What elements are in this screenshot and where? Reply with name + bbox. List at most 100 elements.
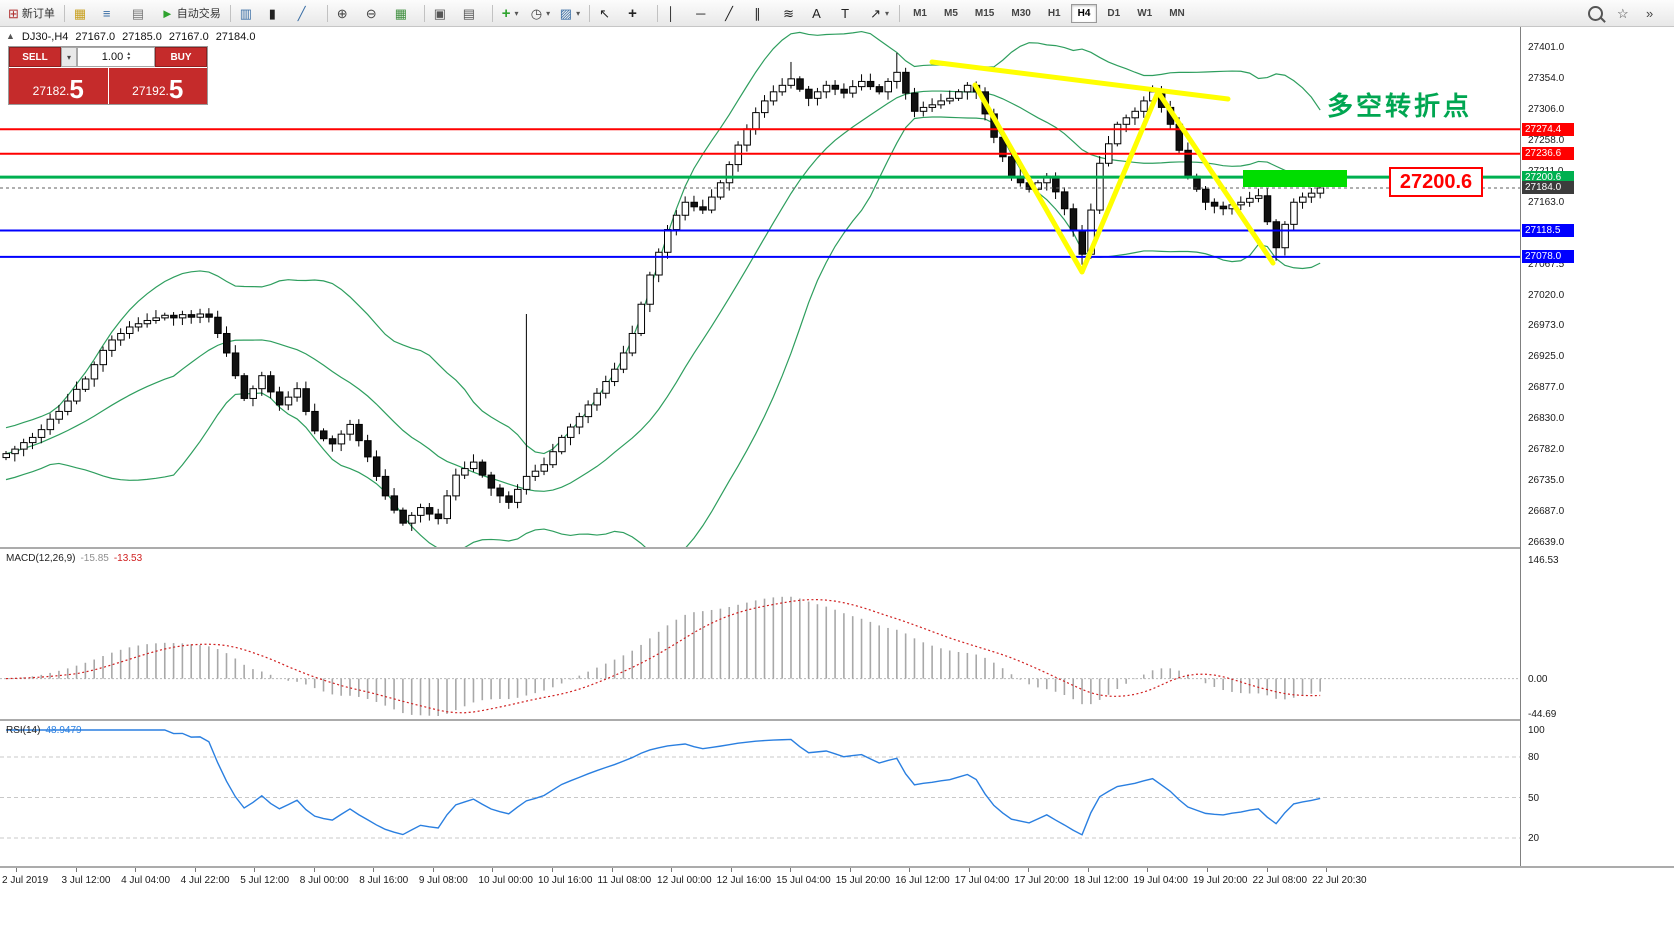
favorites-button[interactable]: ☆ bbox=[1613, 1, 1641, 25]
timeframe-button-w1[interactable]: W1 bbox=[1137, 7, 1153, 19]
cursor-button[interactable]: ↖ bbox=[595, 1, 623, 25]
panel-divider[interactable] bbox=[0, 547, 1674, 549]
time-tick-mark bbox=[1147, 868, 1149, 872]
market-watch-button[interactable]: ▦ bbox=[70, 1, 98, 25]
text-button[interactable]: A bbox=[808, 1, 836, 25]
timeframe-button-m5[interactable]: M5 bbox=[944, 7, 958, 19]
time-tick-mark bbox=[75, 868, 77, 872]
indicators-icon: + bbox=[501, 4, 511, 22]
chevron-down-icon: ▾ bbox=[546, 8, 551, 18]
toolbar-separator bbox=[326, 4, 328, 22]
cascade-windows-button[interactable]: ▤ bbox=[459, 1, 487, 25]
zoom-out-button[interactable]: ⊖ bbox=[362, 1, 390, 25]
one-click-trading-panel: SELL ▾ 1.00 ▴ ▾ BUY 27182. 5 27192. 5 bbox=[8, 46, 208, 105]
templates-button[interactable]: ▨ ▾ bbox=[556, 1, 584, 25]
time-tick-label: 22 Jul 20:30 bbox=[1312, 875, 1367, 886]
time-axis[interactable]: 2 Jul 2019 3 Jul 12:00 4 Jul 04:00 4 Jul 22… bbox=[0, 868, 1520, 949]
time-tick-mark bbox=[254, 868, 256, 872]
price-tick-label: 26735.0 bbox=[1528, 475, 1565, 487]
zoom-in-button[interactable]: ⊕ bbox=[333, 1, 361, 25]
volume-input[interactable]: 1.00 ▴ ▾ bbox=[77, 47, 155, 67]
text-label-button[interactable]: T bbox=[837, 1, 865, 25]
templates-icon: ▨ bbox=[559, 5, 573, 21]
navigator-button[interactable]: ▤ bbox=[128, 1, 156, 25]
search-button[interactable] bbox=[1584, 1, 1612, 25]
price-level-tag[interactable]: 27184.0 bbox=[1522, 181, 1574, 195]
time-tick-mark bbox=[671, 868, 673, 872]
volume-stepper[interactable]: ▴ ▾ bbox=[127, 51, 130, 62]
timeframe-button-m15[interactable]: M15 bbox=[974, 7, 995, 19]
order-options-dropdown[interactable]: ▾ bbox=[61, 47, 77, 67]
buy-price[interactable]: 27192. 5 bbox=[108, 68, 207, 104]
auto-trading-button[interactable]: ► 自动交易 bbox=[157, 1, 225, 25]
price-tick-label: 26639.0 bbox=[1528, 537, 1565, 549]
timeframe-button-d1[interactable]: D1 bbox=[1107, 7, 1121, 19]
crosshair-button[interactable]: + bbox=[624, 1, 652, 25]
time-tick-mark bbox=[313, 868, 315, 872]
new-order-label: 新订单 bbox=[21, 8, 55, 20]
price-tick-label: 27020.0 bbox=[1528, 289, 1565, 301]
timeframe-button-h4[interactable]: H4 bbox=[1070, 3, 1098, 23]
buy-button[interactable]: BUY bbox=[155, 47, 207, 67]
time-tick-mark bbox=[1028, 868, 1030, 872]
price-level-tag[interactable]: 27236.6 bbox=[1522, 147, 1574, 161]
navigator-icon: ▤ bbox=[131, 5, 145, 21]
new-order-icon: ⊞ bbox=[8, 5, 19, 21]
time-tick-mark bbox=[611, 868, 613, 872]
timeframe-button-h1[interactable]: H1 bbox=[1047, 7, 1061, 19]
market-watch-icon: ▦ bbox=[73, 5, 87, 21]
time-tick-label: 17 Jul 04:00 bbox=[954, 875, 1010, 886]
time-tick-label: 19 Jul 04:00 bbox=[1133, 875, 1188, 886]
chart-ohlc-line: ▲ DJ30-,H4 27167.0 27185.0 27167.0 27184… bbox=[6, 31, 255, 43]
new-order-button[interactable]: ⊞ 新订单 bbox=[4, 1, 59, 25]
auto-trading-icon: ► bbox=[160, 5, 174, 21]
macd-indicator-label: MACD(12,26,9) -15.85 -13.53 bbox=[6, 553, 143, 564]
price-axis[interactable]: 27401.027354.027306.027258.027211.027163… bbox=[1520, 27, 1674, 866]
indicators-button[interactable]: + ▾ bbox=[498, 1, 526, 25]
rsi-panel[interactable] bbox=[0, 721, 1520, 866]
horizontal-line-icon: ─ bbox=[696, 5, 706, 21]
macd-panel[interactable] bbox=[0, 549, 1520, 719]
tile-windows-button[interactable]: ▣ bbox=[430, 1, 458, 25]
sell-button[interactable]: SELL bbox=[9, 47, 61, 67]
time-tick-mark bbox=[432, 868, 434, 872]
auto-scroll-button[interactable]: ▦ bbox=[391, 1, 419, 25]
macd-signal-value: -13.53 bbox=[113, 553, 143, 564]
sell-price[interactable]: 27182. 5 bbox=[9, 68, 108, 104]
horizontal-line-button[interactable]: ─ bbox=[692, 1, 720, 25]
rsi-scale-label: 100 bbox=[1528, 725, 1545, 736]
trendline-button[interactable]: ╱ bbox=[721, 1, 749, 25]
macd-scale-label: 146.53 bbox=[1528, 555, 1559, 566]
price-level-tag[interactable]: 27078.0 bbox=[1522, 250, 1574, 264]
macd-scale-label: -44.69 bbox=[1528, 709, 1557, 720]
equidistant-channel-button[interactable]: ∥ bbox=[750, 1, 778, 25]
vertical-line-button[interactable]: │ bbox=[663, 1, 691, 25]
time-tick-mark bbox=[194, 868, 196, 872]
time-tick-label: 8 Jul 16:00 bbox=[359, 875, 409, 886]
panel-divider bbox=[0, 866, 1674, 868]
candlestick-chart-button[interactable]: ▮ bbox=[265, 1, 293, 25]
toolbar-overflow-button[interactable]: » bbox=[1642, 1, 1670, 25]
bar-chart-button[interactable]: ▥ bbox=[236, 1, 264, 25]
price-callout-label[interactable]: 27200.6 bbox=[1389, 167, 1483, 197]
symbol-period-label: DJ30-,H4 bbox=[21, 31, 69, 43]
fibonacci-button[interactable]: ≋ bbox=[779, 1, 807, 25]
arrow-objects-button[interactable]: ↗ ▾ bbox=[866, 1, 894, 25]
timeframe-button-m30[interactable]: M30 bbox=[1011, 7, 1031, 19]
price-level-tag[interactable]: 27118.5 bbox=[1522, 224, 1574, 237]
timeframe-button-m1[interactable]: M1 bbox=[913, 7, 927, 19]
panel-divider[interactable] bbox=[0, 719, 1674, 721]
time-tick-label: 5 Jul 12:00 bbox=[240, 875, 290, 886]
main-chart[interactable] bbox=[0, 27, 1520, 547]
chevron-down-icon: ▾ bbox=[885, 8, 890, 18]
price-level-tag[interactable]: 27200.6 bbox=[1522, 170, 1574, 184]
toolbar-separator bbox=[657, 4, 659, 22]
price-level-tag[interactable]: 27274.4 bbox=[1522, 122, 1574, 136]
timeframe-button-mn[interactable]: MN bbox=[1169, 7, 1185, 19]
periods-button[interactable]: ◷ ▾ bbox=[527, 1, 555, 25]
data-window-button[interactable]: ≡ bbox=[99, 1, 127, 25]
chevron-down-icon: ▾ bbox=[514, 8, 519, 18]
panel-collapse-icon[interactable]: ▲ bbox=[6, 31, 15, 41]
line-chart-button[interactable]: ╱ bbox=[294, 1, 322, 25]
chevron-down-icon: ▾ bbox=[576, 8, 581, 18]
